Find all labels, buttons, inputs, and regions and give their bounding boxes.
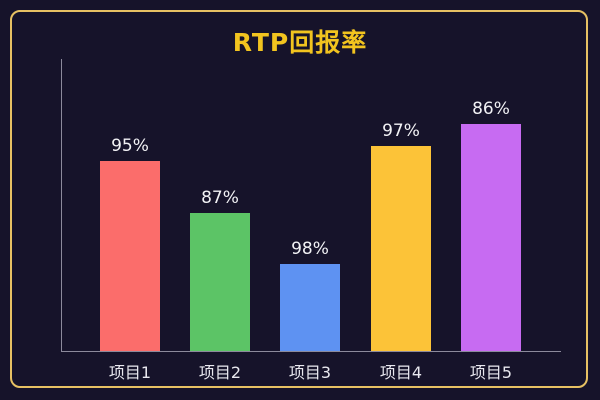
bar xyxy=(100,161,160,351)
bar-value-label: 97% xyxy=(382,121,420,141)
x-axis-label: 项目5 xyxy=(469,363,513,382)
x-axis-label: 项目1 xyxy=(108,363,152,382)
bar-value-label: 98% xyxy=(291,239,329,259)
y-axis-line xyxy=(61,59,62,352)
x-axis-line xyxy=(61,351,561,352)
x-axis-label: 项目2 xyxy=(198,363,242,382)
bar xyxy=(190,213,250,351)
bar xyxy=(280,264,340,351)
chart-title: RTP回报率 xyxy=(232,28,368,57)
x-axis-label: 项目3 xyxy=(288,363,332,382)
bar xyxy=(371,146,431,351)
bar-value-label: 87% xyxy=(201,188,239,208)
bar-value-label: 95% xyxy=(111,136,149,156)
x-axis-label: 项目4 xyxy=(379,363,423,382)
bar xyxy=(461,124,521,351)
bar-value-label: 86% xyxy=(472,99,510,119)
